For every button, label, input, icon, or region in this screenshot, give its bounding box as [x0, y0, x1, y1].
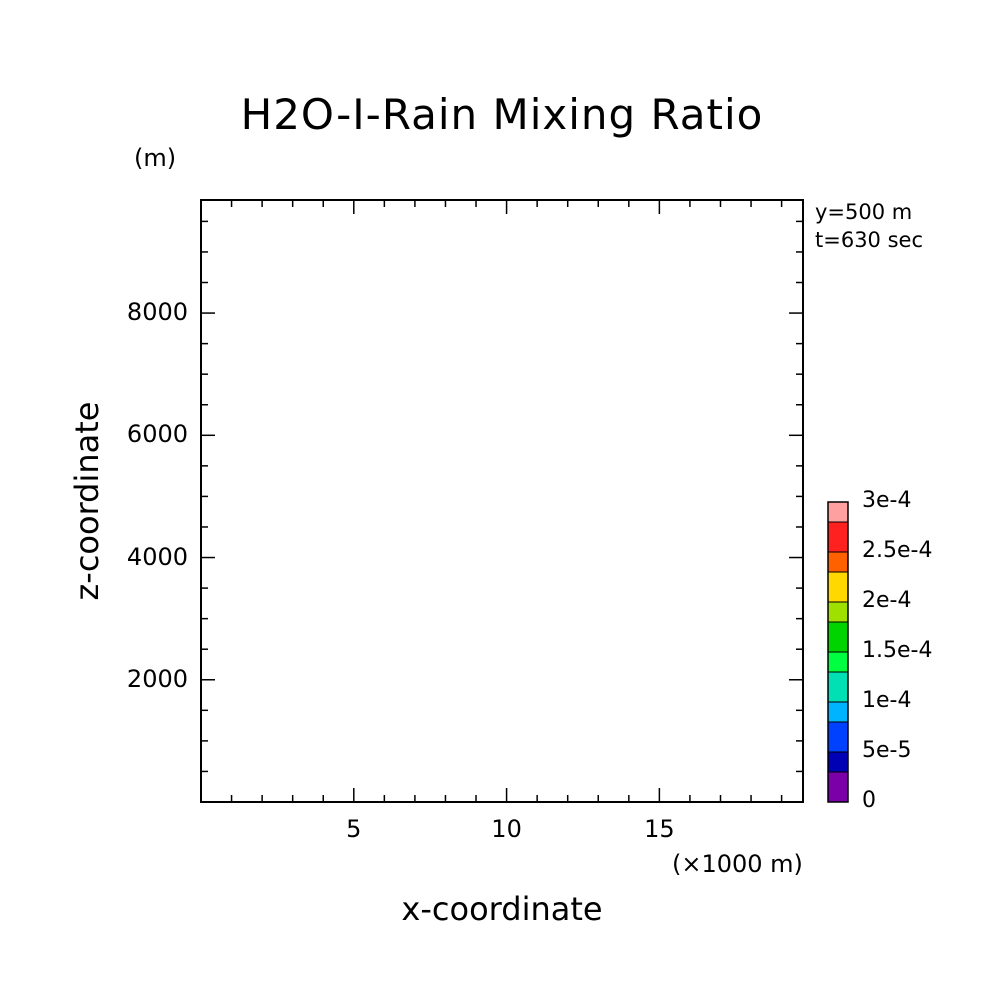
- x-unit-label: (×1000 m): [672, 850, 803, 878]
- y-tick-label: 6000: [126, 420, 188, 449]
- colorbar-label: 3e-4: [862, 488, 912, 513]
- chart-title: H2O-I-Rain Mixing Ratio: [240, 90, 764, 139]
- x-tick-label: 5: [346, 815, 362, 843]
- colorbar-label: 1.5e-4: [862, 638, 933, 663]
- colorbar-swatch: [827, 701, 849, 723]
- colorbar-swatch: [827, 771, 849, 803]
- y-tick-label: 4000: [126, 542, 188, 571]
- colorbar-label: 0: [862, 788, 876, 813]
- colorbar-swatch: [827, 601, 849, 623]
- y-tick-label: 2000: [126, 664, 188, 693]
- colorbar-swatch: [827, 551, 849, 573]
- colorbar-label: 1e-4: [862, 688, 912, 713]
- info-y-position: y=500 m: [815, 200, 913, 224]
- colorbar-swatch: [827, 671, 849, 703]
- x-tick-label: 10: [491, 815, 522, 843]
- colorbar-label: 2e-4: [862, 588, 912, 613]
- colorbar-swatch: [827, 621, 849, 653]
- colorbar-swatch: [827, 751, 849, 773]
- colorbar: [827, 501, 849, 803]
- y-tick-label: 8000: [126, 298, 188, 327]
- plot-frame: [200, 199, 804, 803]
- y-unit-label: (m): [134, 144, 177, 172]
- colorbar-swatch: [827, 501, 849, 523]
- x-axis-label: x-coordinate: [401, 890, 603, 928]
- colorbar-swatch: [827, 721, 849, 753]
- info-time: t=630 sec: [815, 228, 923, 252]
- colorbar-frame: [827, 501, 849, 803]
- colorbar-swatch: [827, 571, 849, 603]
- axis-ticks: [201, 200, 803, 802]
- colorbar-swatch: [827, 521, 849, 553]
- colorbar-label: 2.5e-4: [862, 538, 933, 563]
- y-axis-label: z-coordinate: [68, 401, 106, 601]
- x-tick-label: 15: [644, 815, 675, 843]
- colorbar-swatch: [827, 651, 849, 673]
- colorbar-label: 5e-5: [862, 738, 912, 763]
